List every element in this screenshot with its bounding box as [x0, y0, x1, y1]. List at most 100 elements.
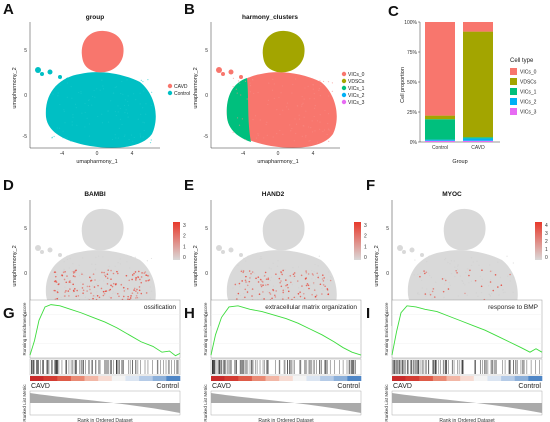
expression-dot: [131, 274, 134, 276]
umap-cell-dot: [101, 122, 104, 124]
umap-cell-dot: [282, 109, 284, 111]
umap-cell-dot: [303, 116, 305, 118]
feature-ytick: 0: [24, 271, 27, 277]
umap-cell-dot: [132, 140, 134, 142]
expression-dot: [315, 294, 318, 297]
bar-ytick-label: 0%: [410, 140, 418, 146]
umap-cell-dot: [232, 287, 234, 289]
umap-cell-dot: [315, 278, 317, 280]
umap-cell-dot: [308, 140, 310, 142]
umap-cell-dot: [91, 296, 94, 298]
umap-cell-dot: [489, 279, 492, 281]
umap-cell-dot: [112, 291, 115, 293]
umap-cell-dot: [302, 295, 304, 298]
umap-cell-dot: [102, 88, 105, 90]
panel-letter-h: H: [184, 305, 195, 322]
panel-c: C 0% 25% 50% 75% 100% Control CAVD Group Cell …: [388, 3, 537, 165]
ranked-metric-strip: [166, 376, 181, 381]
umap-cell-dot: [232, 77, 235, 79]
expression-dot: [441, 278, 444, 280]
expression-dot: [54, 298, 57, 300]
legend-swatch-vics3: [341, 99, 347, 105]
umap-island: [216, 245, 222, 251]
umap-cell-dot: [280, 92, 282, 94]
umap-cell-dot: [509, 280, 511, 282]
expression-dot: [135, 277, 137, 279]
umap-cell-dot: [126, 261, 128, 263]
gsea-xlabel: Rank in Ordered Dataset: [439, 418, 495, 422]
umap-cell-dot: [316, 141, 319, 143]
umap-b-ytick: 0: [205, 93, 208, 99]
umap-a-ytick: -5: [23, 134, 28, 140]
umap-cell-dot: [137, 297, 139, 300]
bar-segment: [463, 22, 493, 32]
expression-dot: [305, 271, 308, 274]
umap-cell-dot: [115, 137, 117, 139]
gsea-plot-ossification: ossification Running Enrichment score CAVD…: [22, 299, 181, 422]
umap-b-ylabel: umapharmony_2: [193, 67, 199, 108]
umap-cell-dot: [63, 261, 65, 263]
bar-segment: [425, 22, 455, 116]
umap-cell-dot: [150, 139, 152, 141]
enrichment-curve: [29, 304, 181, 357]
umap-cell-dot: [318, 275, 320, 277]
umap-cell-dot: [279, 129, 281, 132]
umap-cell-dot: [417, 273, 419, 275]
expression-dot: [116, 292, 119, 295]
expression-dot: [429, 293, 432, 296]
bar-legend-label: VICs_1: [520, 90, 537, 96]
umap-cell-dot: [97, 115, 99, 118]
umap-cell-dot: [232, 131, 234, 133]
umap-cell-dot: [58, 127, 61, 129]
umap-cell-dot: [149, 142, 152, 144]
expression-dot: [259, 278, 262, 281]
umap-cell-dot: [466, 294, 468, 296]
umap-cell-dot: [114, 86, 116, 88]
expression-dot: [326, 288, 329, 290]
bar-ytick-label: 25%: [407, 110, 418, 116]
umap-cell-dot: [276, 132, 278, 135]
umap-cell-dot: [63, 269, 65, 272]
umap-cell-dot: [244, 80, 247, 82]
expression-dot: [147, 279, 149, 282]
umap-cell-dot: [288, 108, 290, 110]
umap-top-cluster: [262, 30, 305, 73]
umap-cell-dot: [294, 118, 296, 120]
ranked-metric-strip: [238, 376, 253, 381]
umap-cell-dot: [110, 100, 112, 102]
umap-cell-dot: [327, 81, 330, 83]
expression-dot: [272, 289, 275, 292]
ranked-metric-strip: [347, 376, 362, 381]
expression-dot: [249, 277, 251, 279]
umap-cell-dot: [506, 255, 508, 257]
bar-legend-title: Cell type: [510, 58, 534, 64]
umap-cell-dot: [261, 257, 263, 260]
expression-dot: [54, 280, 57, 282]
umap-cell-dot: [68, 267, 70, 269]
gsea-ylabel-top: Running Enrichment score: [384, 302, 389, 356]
umap-cell-dot: [312, 78, 314, 80]
umap-cell-dot: [142, 121, 144, 123]
umap-cell-dot: [240, 94, 242, 96]
umap-cell-dot: [461, 280, 464, 282]
expression-dot: [312, 274, 315, 276]
expression-dot: [237, 292, 240, 295]
umap-cell-dot: [71, 97, 73, 99]
panel-letter-b: B: [184, 1, 195, 18]
umap-cell-dot: [270, 268, 272, 270]
expression-dot: [61, 274, 63, 276]
expression-dot: [296, 280, 299, 282]
expression-dot: [432, 288, 435, 290]
expression-dot: [246, 291, 249, 293]
expression-dot: [282, 269, 284, 272]
umap-cell-dot: [94, 269, 97, 271]
expression-dot: [307, 284, 310, 287]
umap-cell-dot: [313, 98, 315, 100]
umap-cell-dot: [286, 102, 289, 104]
umap-cell-dot: [59, 78, 62, 80]
expression-dot: [140, 281, 143, 284]
expression-dot: [300, 274, 303, 277]
umap-cell-dot: [502, 289, 504, 291]
expression-dot: [293, 272, 296, 274]
color-scale-tick: 2: [545, 239, 548, 245]
